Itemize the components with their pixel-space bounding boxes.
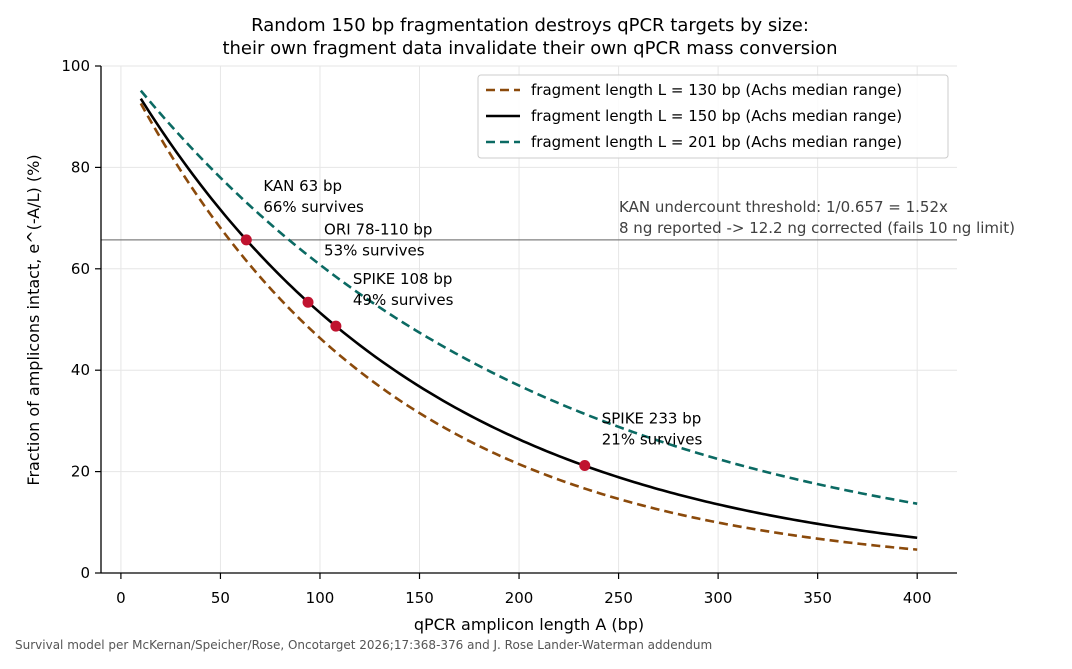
point-label-4-name: SPIKE 233 bp [602, 410, 702, 428]
point-label-1-name: KAN 63 bp [263, 177, 342, 195]
marker-points [240, 234, 591, 472]
x-axis-label: qPCR amplicon length A (bp) [414, 615, 644, 634]
marker-point-1 [240, 234, 252, 246]
legend-label-1: fragment length L = 130 bp (Achs median … [531, 81, 902, 99]
point-label-2-survival: 53% survives [324, 241, 425, 259]
x-tick-label: 200 [505, 589, 534, 607]
series-lines [139, 89, 918, 551]
legend-label-3: fragment length L = 201 bp (Achs median … [531, 133, 902, 151]
marker-point-4 [579, 460, 591, 472]
x-tick-label: 100 [306, 589, 335, 607]
legend-label-2: fragment length L = 150 bp (Achs median … [531, 107, 902, 125]
x-tick-label: 350 [803, 589, 832, 607]
chart-title-line2: their own fragment data invalidate their… [222, 38, 837, 59]
tick-labels: 0 50 100 150 200 250 300 350 400 0 20 40 60 80 100 [61, 57, 931, 607]
legend: fragment length L = 130 bp (Achs median … [477, 74, 949, 159]
axes [100, 66, 957, 574]
point-label-1-survival: 66% survives [263, 198, 364, 216]
point-annotations: KAN 63 bp 66% survives ORI 78-110 bp 53% su… [263, 177, 702, 449]
y-tick-label: 40 [71, 361, 90, 379]
y-tick-label: 0 [80, 564, 90, 582]
legend-box [477, 74, 949, 159]
y-tick-label: 100 [61, 57, 90, 75]
chart-title-line1: Random 150 bp fragmentation destroys qPC… [251, 15, 809, 36]
y-tick-label: 20 [71, 463, 90, 481]
series-line-3 [139, 89, 918, 505]
y-axis-label: Fraction of amplicons intact, e^(-A/L) (… [24, 154, 43, 485]
x-tick-label: 250 [604, 589, 633, 607]
marker-point-3 [330, 320, 342, 332]
footnote: Survival model per McKernan/Speicher/Ros… [15, 638, 713, 652]
x-tick-label: 400 [903, 589, 932, 607]
y-tick-label: 60 [71, 260, 90, 278]
y-tick-label: 80 [71, 158, 90, 176]
x-tick-label: 50 [211, 589, 230, 607]
x-tick-label: 150 [405, 589, 434, 607]
x-tick-label: 300 [704, 589, 733, 607]
series-line-1 [139, 102, 918, 551]
threshold-annotation-line1: KAN undercount threshold: 1/0.657 = 1.52… [619, 198, 948, 216]
point-label-4-survival: 21% survives [602, 431, 703, 449]
series-line-2 [139, 98, 918, 540]
x-tick-label: 0 [116, 589, 126, 607]
point-label-3-survival: 49% survives [353, 291, 454, 309]
point-label-3-name: SPIKE 108 bp [353, 270, 453, 288]
marker-point-2 [302, 296, 314, 308]
point-label-2-name: ORI 78-110 bp [324, 220, 432, 238]
threshold-annotation-line2: 8 ng reported -> 12.2 ng corrected (fail… [619, 219, 1015, 237]
